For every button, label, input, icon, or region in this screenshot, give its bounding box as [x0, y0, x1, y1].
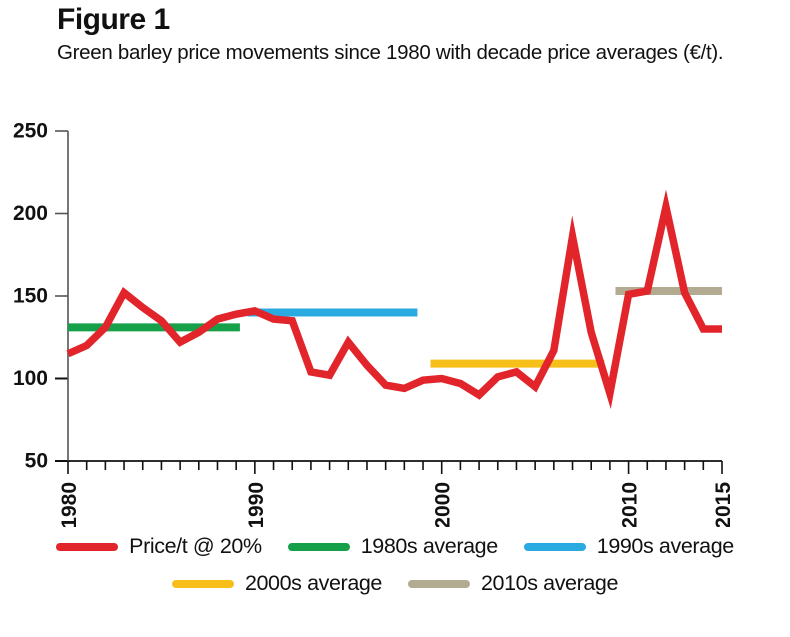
legend-swatch-icon — [171, 579, 234, 588]
x-axis-tick-labels: 1980 1990 2000 2010 2015 — [58, 482, 735, 527]
legend-label: Price/t @ 20% — [129, 534, 262, 558]
page-title: Figure 1 — [57, 3, 170, 36]
figure-subtitle: Green barley price movements since 1980 … — [57, 40, 724, 64]
decade-average-lines — [68, 287, 722, 368]
legend-item[interactable]: 2000s average — [171, 571, 382, 596]
x-axis-tick-label: 2010 — [619, 482, 642, 527]
y-axis-tick-labels: 50 100 150 200 250 — [13, 120, 48, 473]
axis-lines — [67, 131, 722, 462]
y-axis-tick-label: 150 — [13, 285, 48, 308]
legend-row: Price/t @ 20% 1980s average 1990s average — [0, 528, 790, 565]
x-axis-tick-label: 2015 — [712, 482, 735, 527]
legend-swatch-icon — [523, 542, 586, 551]
legend-label: 2010s average — [481, 571, 619, 595]
y-axis-ticks — [55, 130, 68, 462]
chart-legend: Price/t @ 20% 1980s average 1990s average 2… — [0, 528, 790, 602]
x-axis-tick-label: 1990 — [245, 482, 268, 527]
price-series-line — [66, 189, 722, 409]
y-axis-tick-label: 250 — [13, 120, 48, 143]
legend-item[interactable]: 1980s average — [287, 534, 498, 559]
price-line — [66, 189, 722, 409]
x-axis-minor-ticks — [67, 461, 723, 474]
line-chart: 50 100 150 200 250 1980 1990 2000 2010 2015 — [13, 120, 735, 527]
legend-label: 1980s average — [360, 534, 498, 558]
chart-plot-area: 50 100 150 200 250 1980 1990 2000 2010 2015 — [0, 112, 790, 527]
legend-label: 2000s average — [244, 571, 382, 595]
legend-swatch-icon — [408, 579, 470, 588]
legend-swatch-icon — [56, 542, 119, 551]
y-axis-tick-label: 200 — [13, 202, 48, 225]
legend-item[interactable]: 2010s average — [408, 571, 618, 596]
y-axis-tick-label: 50 — [25, 450, 48, 473]
legend-item[interactable]: Price/t @ 20% — [56, 534, 262, 559]
figure-header: Figure 1 Green barley price movements si… — [57, 4, 777, 65]
x-axis-tick-label: 2000 — [432, 482, 455, 527]
legend-swatch-icon — [287, 542, 350, 551]
legend-item[interactable]: 1990s average — [523, 534, 734, 559]
y-axis-tick-label: 100 — [13, 367, 48, 390]
x-axis-tick-label: 1980 — [58, 482, 81, 527]
legend-label: 1990s average — [596, 534, 734, 558]
legend-row: 2000s average 2010s average — [0, 565, 790, 602]
